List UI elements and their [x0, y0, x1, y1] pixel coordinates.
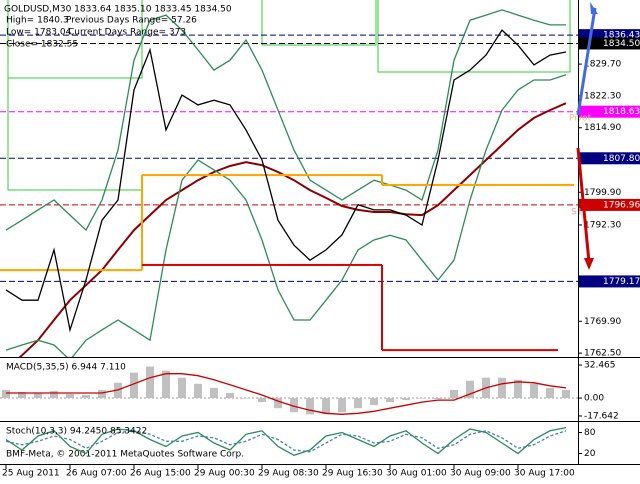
histogram-bar [546, 387, 554, 399]
histogram-bar [354, 398, 362, 409]
up-arrow [576, 7, 597, 116]
range-box [377, 0, 571, 73]
y-tick-label: 20 [584, 449, 596, 459]
panel [5, 426, 567, 457]
histogram-bar [514, 379, 522, 399]
histogram-bar [322, 398, 330, 415]
histogram-bar [82, 394, 90, 399]
x-tick-label: 26 Aug 15:00 [130, 469, 191, 479]
histogram-bar [466, 380, 474, 399]
y-tick-label: 1762.50 [584, 349, 621, 359]
y-tick-label: 1799.90 [584, 188, 621, 198]
annotation: Previous Days Range= 57.26 [66, 16, 197, 26]
histogram-bar [226, 392, 234, 399]
histogram-bar [34, 392, 42, 399]
series-line [5, 29, 567, 333]
histogram-bar [562, 389, 570, 399]
annotation: Close= 1832.55 [6, 40, 78, 50]
histogram-bar [418, 398, 426, 399]
annotation: BMF-Meta, © 2001-2011 MetaQuotes Softwar… [6, 450, 244, 460]
y-tick-label: 1814.90 [584, 123, 621, 133]
series-line [18, 102, 567, 357]
x-tick-label: 29 Aug 08:30 [258, 469, 319, 479]
y-tick-label: 80 [584, 428, 596, 438]
x-tick-label: 29 Aug 00:30 [194, 469, 255, 479]
plot-layer: 1829.70 1822.30 1814.90 1799.90 1792.30 1769.… [0, 5, 640, 479]
histogram-bar [274, 398, 282, 409]
price-box-label: 1807.80 [603, 154, 640, 164]
histogram-bar [242, 398, 250, 399]
histogram-bar [530, 383, 538, 399]
y-tick-label: 1792.30 [584, 220, 621, 230]
y-tick-label: 1829.70 [584, 60, 621, 70]
panel [0, 366, 578, 415]
price-box-label: 1779.17 [603, 277, 640, 287]
histogram-bar [162, 370, 170, 399]
panel [0, 9, 578, 357]
series-line [5, 74, 567, 357]
annotation: Pivot [569, 114, 592, 124]
price-box-label: 1818.63 [603, 107, 640, 117]
price-box [579, 37, 640, 50]
histogram-bar [98, 389, 106, 399]
price-box-label: 1796.96 [603, 200, 640, 210]
histogram-bar [386, 398, 394, 403]
histogram-bar [258, 398, 266, 403]
price-box [579, 105, 640, 118]
series-line [5, 430, 567, 453]
price-box-label: 1834.50 [603, 39, 640, 49]
y-tick-label: 32.465 [584, 361, 616, 371]
price-box [579, 152, 640, 165]
x-tick-label: 30 Aug 01:00 [386, 469, 447, 479]
x-tick-label: 29 Aug 16:30 [322, 469, 383, 479]
arrowhead [584, 258, 594, 270]
histogram-bar [130, 372, 138, 399]
arrowhead [590, 2, 598, 14]
y-tick-label: 1822.30 [584, 91, 621, 101]
price-box [579, 198, 640, 211]
histogram-bar [306, 398, 314, 415]
y-tick-label: -17.642 [584, 411, 619, 421]
histogram-bar [178, 377, 186, 399]
annotation: Current Days Range= 373 [68, 28, 186, 38]
range-box [7, 78, 142, 191]
annotation: High= 1840.3 [6, 16, 69, 26]
histogram-bar [210, 387, 218, 399]
histogram-bar [338, 398, 346, 413]
y-tick-label: 0.00 [584, 394, 604, 404]
histogram-bar [66, 393, 74, 399]
price-box-label: 1836.43 [603, 31, 640, 41]
down-arrow [576, 147, 591, 263]
x-tick-label: 26 Aug 07:00 [66, 469, 127, 479]
x-tick-label: 30 Aug 17:00 [514, 469, 575, 479]
panel-title: Stoch(10,3,3) 94.2450 85.3422 [6, 427, 147, 437]
histogram-bar [450, 389, 458, 399]
x-tick-label: 25 Aug 2011 [2, 469, 60, 479]
series-line [6, 373, 567, 415]
x-tick-label: 30 Aug 09:00 [450, 469, 511, 479]
histogram-bar [146, 366, 154, 399]
annotation: S1 [571, 208, 582, 218]
panel-title: MACD(5,35,5) 6.944 7.110 [6, 363, 126, 373]
forecast-arrows [576, 2, 598, 270]
histogram-bar [290, 398, 298, 413]
y-tick-label: 1769.90 [584, 317, 621, 327]
histogram-bar [434, 398, 442, 400]
series-line [5, 9, 566, 232]
histogram-bar [194, 383, 202, 399]
annotation: Low= 1783.04 [6, 28, 72, 38]
histogram-bar [370, 398, 378, 406]
histogram-bar [2, 389, 10, 399]
series-line [5, 426, 567, 457]
histogram-bar [402, 398, 410, 401]
histogram-bar [498, 377, 506, 399]
price-box [579, 275, 640, 288]
histogram-bar [50, 390, 58, 399]
annotation: GOLDUSD,M30 1833.64 1835.10 1833.45 1834… [4, 5, 232, 15]
histogram-bar [18, 391, 26, 399]
range-box [261, 0, 377, 46]
